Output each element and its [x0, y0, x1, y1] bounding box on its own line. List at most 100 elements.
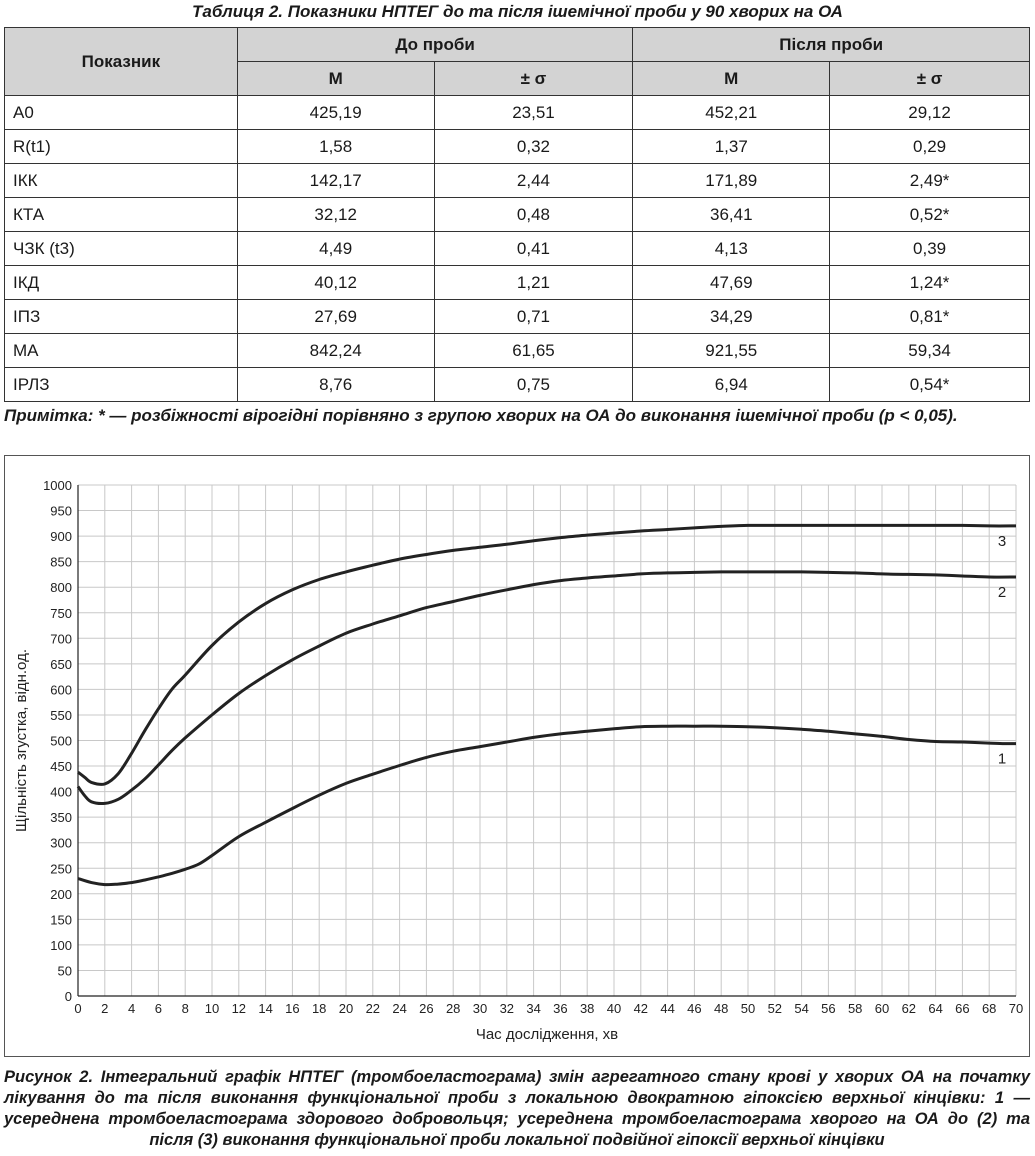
- y-tick-label: 1000: [43, 478, 72, 493]
- y-tick-label: 650: [50, 657, 72, 672]
- cell-indicator: А0: [4, 95, 238, 130]
- cell-sigma-before: 0,75: [433, 367, 634, 402]
- chart-frame: [4, 455, 1030, 1057]
- header-sigma-before: ± σ: [433, 61, 634, 96]
- x-axis-label: Час дослідження, хв: [476, 1026, 618, 1043]
- cell-m-after: 47,69: [632, 265, 831, 300]
- y-tick-label: 850: [50, 555, 72, 570]
- x-tick-label: 26: [419, 1001, 433, 1016]
- table-row: МА 842,24 61,65 921,55 59,34: [4, 333, 1030, 368]
- cell-indicator: ЧЗК (t3): [4, 231, 238, 266]
- y-tick-label: 700: [50, 631, 72, 646]
- data-table: Показник До проби Після проби М ± σ М ± …: [4, 27, 1030, 402]
- x-tick-label: 6: [155, 1001, 162, 1016]
- y-tick-label: 750: [50, 606, 72, 621]
- cell-sigma-after: 1,24*: [829, 265, 1030, 300]
- x-tick-label: 64: [928, 1001, 942, 1016]
- y-tick-label: 350: [50, 810, 72, 825]
- series-label-3: 3: [998, 533, 1006, 550]
- y-tick-label: 950: [50, 504, 72, 519]
- cell-sigma-before: 0,71: [433, 299, 634, 334]
- table-row: КТА 32,12 0,48 36,41 0,52*: [4, 197, 1030, 232]
- series-label-2: 2: [998, 584, 1006, 601]
- table-row: R(t1) 1,58 0,32 1,37 0,29: [4, 129, 1030, 164]
- x-tick-label: 30: [473, 1001, 487, 1016]
- table-note: Примітка: * — розбіжності вірогідні порі…: [4, 406, 958, 425]
- header-m-after: М: [632, 61, 831, 96]
- x-tick-label: 0: [74, 1001, 81, 1016]
- cell-sigma-before: 1,21: [433, 265, 634, 300]
- cell-indicator: ІРЛЗ: [4, 367, 238, 402]
- header-after: Після проби: [632, 27, 1030, 62]
- cell-sigma-after: 0,81*: [829, 299, 1030, 334]
- cell-indicator: ІКД: [4, 265, 238, 300]
- x-tick-label: 2: [101, 1001, 108, 1016]
- cell-sigma-before: 61,65: [433, 333, 634, 368]
- x-tick-label: 32: [500, 1001, 514, 1016]
- x-tick-label: 12: [232, 1001, 246, 1016]
- cell-indicator: МА: [4, 333, 238, 368]
- y-tick-label: 300: [50, 836, 72, 851]
- cell-sigma-before: 0,48: [433, 197, 634, 232]
- cell-sigma-after: 2,49*: [829, 163, 1030, 198]
- cell-m-after: 4,13: [632, 231, 831, 266]
- x-tick-label: 42: [634, 1001, 648, 1016]
- cell-m-before: 1,58: [236, 129, 435, 164]
- table-row: А0 425,19 23,51 452,21 29,12: [4, 95, 1030, 130]
- x-tick-label: 16: [285, 1001, 299, 1016]
- cell-m-after: 1,37: [632, 129, 831, 164]
- cell-m-after: 36,41: [632, 197, 831, 232]
- cell-indicator: R(t1): [4, 129, 238, 164]
- cell-m-after: 34,29: [632, 299, 831, 334]
- y-tick-label: 250: [50, 861, 72, 876]
- x-tick-label: 54: [794, 1001, 808, 1016]
- series-line-2: [76, 570, 1017, 806]
- x-tick-label: 8: [182, 1001, 189, 1016]
- x-tick-label: 18: [312, 1001, 326, 1016]
- y-tick-label: 0: [65, 989, 72, 1004]
- cell-sigma-before: 0,41: [433, 231, 634, 266]
- table-row: ІРЛЗ 8,76 0,75 6,94 0,54*: [4, 367, 1030, 402]
- y-tick-label: 150: [50, 912, 72, 927]
- cell-indicator: ІПЗ: [4, 299, 238, 334]
- x-tick-label: 66: [955, 1001, 969, 1016]
- series-label-1: 1: [998, 751, 1006, 768]
- x-tick-label: 58: [848, 1001, 862, 1016]
- x-tick-label: 48: [714, 1001, 728, 1016]
- y-tick-label: 450: [50, 759, 72, 774]
- cell-m-after: 171,89: [632, 163, 831, 198]
- cell-sigma-after: 59,34: [829, 333, 1030, 368]
- cell-sigma-after: 29,12: [829, 95, 1030, 130]
- cell-m-before: 425,19: [236, 95, 435, 130]
- cell-sigma-after: 0,39: [829, 231, 1030, 266]
- thromboelastogram-chart: 0501001502002503003504004505005506006507…: [13, 478, 1023, 1043]
- cell-m-before: 842,24: [236, 333, 435, 368]
- x-tick-label: 14: [258, 1001, 272, 1016]
- x-tick-label: 44: [660, 1001, 674, 1016]
- cell-sigma-after: 0,54*: [829, 367, 1030, 402]
- table-row: ЧЗК (t3) 4,49 0,41 4,13 0,39: [4, 231, 1030, 266]
- series-line-1: [77, 724, 1017, 887]
- y-tick-label: 550: [50, 708, 72, 723]
- table-row: ІКД 40,12 1,21 47,69 1,24*: [4, 265, 1030, 300]
- y-axis-label: Щільність згустка, відн.од.: [13, 649, 30, 832]
- cell-m-after: 921,55: [632, 333, 831, 368]
- cell-m-after: 6,94: [632, 367, 831, 402]
- x-tick-label: 24: [392, 1001, 406, 1016]
- table-row: ІПЗ 27,69 0,71 34,29 0,81*: [4, 299, 1030, 334]
- x-tick-label: 20: [339, 1001, 353, 1016]
- table-row: ІКК 142,17 2,44 171,89 2,49*: [4, 163, 1030, 198]
- x-tick-label: 22: [366, 1001, 380, 1016]
- x-tick-label: 60: [875, 1001, 889, 1016]
- x-tick-label: 68: [982, 1001, 996, 1016]
- cell-m-before: 40,12: [236, 265, 435, 300]
- cell-m-before: 27,69: [236, 299, 435, 334]
- x-tick-label: 50: [741, 1001, 755, 1016]
- x-tick-label: 10: [205, 1001, 219, 1016]
- x-tick-label: 56: [821, 1001, 835, 1016]
- series-line-3: [77, 523, 1017, 786]
- y-tick-label: 400: [50, 785, 72, 800]
- cell-sigma-after: 0,29: [829, 129, 1030, 164]
- cell-m-before: 4,49: [236, 231, 435, 266]
- x-tick-label: 62: [902, 1001, 916, 1016]
